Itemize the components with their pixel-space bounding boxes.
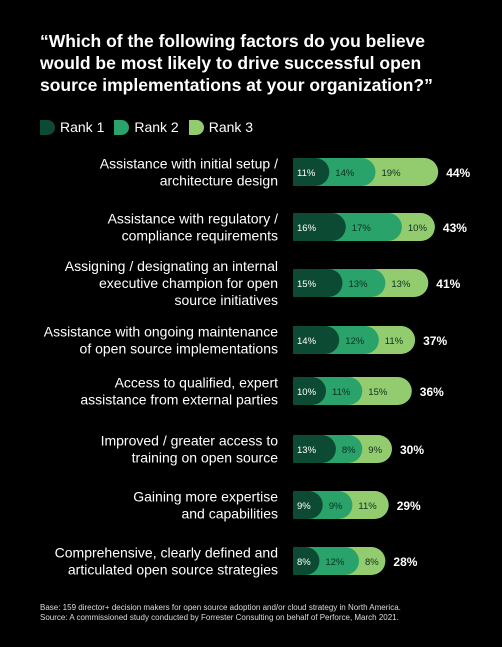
category-label: and capabilities bbox=[181, 506, 278, 522]
bar-segment-rank-1 bbox=[293, 213, 346, 241]
bar-segment-rank-1 bbox=[293, 547, 320, 575]
data-label: 11% bbox=[332, 387, 351, 398]
data-label: 11% bbox=[358, 501, 377, 512]
chart-title: “Which of the following factors do you b… bbox=[40, 31, 433, 95]
legend-item-rank-3: Rank 3 bbox=[188, 119, 254, 135]
bar-segment-rank-1 bbox=[293, 158, 330, 187]
legend-swatch-rank-3 bbox=[188, 119, 204, 135]
total-label: 41% bbox=[436, 277, 460, 291]
category-label: Assistance with initial setup / bbox=[100, 156, 278, 172]
bar-segment-rank-1 bbox=[293, 269, 343, 297]
total-label: 44% bbox=[446, 166, 470, 180]
total-label: 29% bbox=[397, 499, 421, 513]
data-label: 11% bbox=[385, 336, 404, 347]
data-label: 8% bbox=[297, 557, 311, 568]
data-label: 10% bbox=[408, 223, 428, 234]
data-label: 16% bbox=[297, 223, 317, 234]
category-label: Assigning / designating an internal bbox=[65, 258, 278, 274]
category-label: of open source implementations bbox=[80, 341, 278, 357]
legend-swatch-rank-2 bbox=[114, 119, 130, 135]
data-label: 17% bbox=[352, 223, 372, 234]
data-label: 15% bbox=[297, 279, 317, 290]
category-label: architecture design bbox=[160, 173, 278, 189]
category-label: Access to qualified, expert bbox=[115, 375, 279, 391]
category-label: Assistance with regulatory / bbox=[108, 211, 279, 227]
data-label: 8% bbox=[365, 557, 379, 568]
data-label: 13% bbox=[349, 279, 369, 290]
data-label: 15% bbox=[368, 387, 388, 398]
data-label: 8% bbox=[342, 445, 356, 456]
category-label: Improved / greater access to bbox=[101, 433, 279, 449]
data-label: 10% bbox=[297, 387, 317, 398]
footnote-source: Source: A commissioned study conducted b… bbox=[40, 613, 399, 622]
legend-swatch-rank-1 bbox=[40, 119, 55, 135]
category-label: Comprehensive, clearly defined and bbox=[55, 545, 278, 561]
legend-label: Rank 1 bbox=[60, 119, 105, 135]
category-label: executive champion for open bbox=[99, 275, 278, 291]
data-label: 19% bbox=[382, 168, 402, 179]
category-label: assistance from external parties bbox=[80, 392, 278, 408]
data-label: 9% bbox=[297, 501, 311, 512]
legend-label: Rank 2 bbox=[134, 119, 179, 135]
legend: Rank 1 Rank 2 Rank 3 bbox=[40, 118, 263, 136]
data-label: 14% bbox=[335, 168, 355, 179]
category-label: training on open source bbox=[132, 450, 279, 466]
total-label: 30% bbox=[400, 443, 424, 457]
footnote-base: Base: 159 director+ decision makers for … bbox=[40, 603, 401, 612]
category-label: source initiatives bbox=[175, 292, 279, 308]
total-label: 37% bbox=[423, 334, 447, 348]
category-label: Assistance with ongoing maintenance bbox=[44, 324, 278, 340]
legend-item-rank-2: Rank 2 bbox=[114, 119, 179, 135]
footnote: Base: 159 director+ decision makers for … bbox=[40, 603, 480, 623]
total-label: 36% bbox=[420, 385, 444, 399]
data-label: 9% bbox=[329, 501, 343, 512]
data-label: 9% bbox=[368, 445, 382, 456]
stacked-bar-chart: Assistance with initial setup /architect… bbox=[44, 156, 471, 578]
bar-segment-rank-1 bbox=[293, 435, 336, 463]
data-label: 11% bbox=[297, 168, 316, 179]
legend-label: Rank 3 bbox=[208, 119, 254, 135]
bar-segment-rank-1 bbox=[293, 326, 340, 354]
data-label: 12% bbox=[325, 557, 345, 568]
total-label: 28% bbox=[393, 555, 417, 569]
data-label: 14% bbox=[297, 336, 317, 347]
bar-segment-rank-1 bbox=[293, 377, 326, 405]
data-label: 13% bbox=[391, 279, 411, 290]
category-label: articulated open source strategies bbox=[68, 562, 278, 578]
category-label: compliance requirements bbox=[122, 228, 278, 244]
data-label: 13% bbox=[297, 445, 317, 456]
data-label: 12% bbox=[345, 336, 365, 347]
legend-item-rank-1: Rank 1 bbox=[40, 119, 104, 135]
category-label: Gaining more expertise bbox=[133, 489, 278, 505]
total-label: 43% bbox=[443, 221, 467, 235]
bar-segment-rank-1 bbox=[293, 491, 323, 519]
